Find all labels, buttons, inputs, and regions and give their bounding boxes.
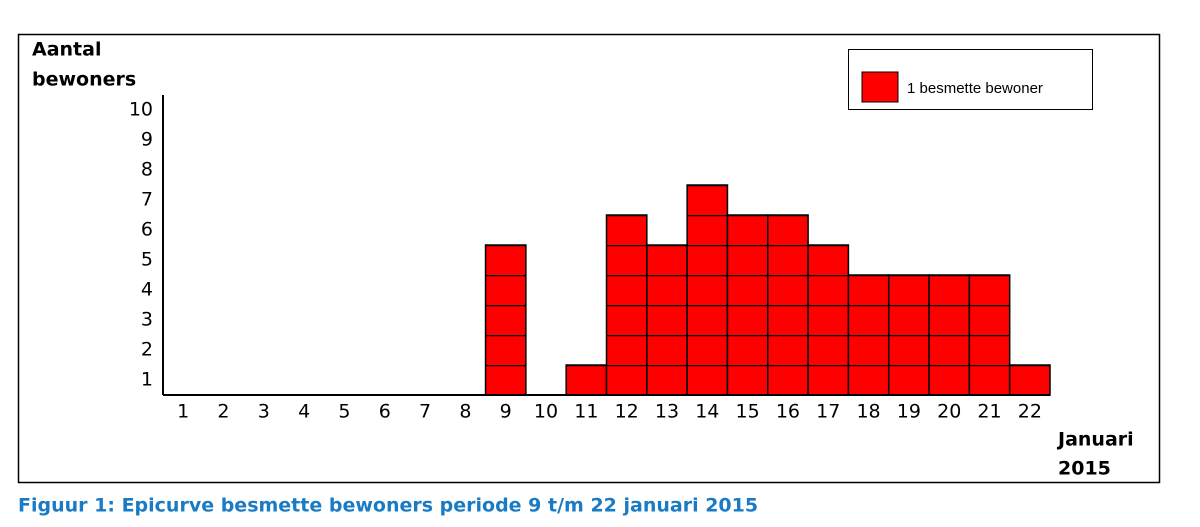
legend-swatch <box>861 71 899 103</box>
x-axis-label: 2015 <box>1058 458 1111 480</box>
y-tick-label: 9 <box>141 129 153 151</box>
x-tick-label: 11 <box>574 401 598 423</box>
x-tick-label: 5 <box>338 401 350 423</box>
bar <box>646 244 688 396</box>
chart-title: Figuur 1: Epicurve besmette bewoners per… <box>18 495 758 517</box>
x-tick-label: 21 <box>977 401 1001 423</box>
bar <box>565 364 608 396</box>
x-tick-label: 4 <box>298 401 310 423</box>
y-tick-label: 3 <box>141 309 153 331</box>
x-tick-label: 19 <box>897 401 921 423</box>
x-tick-label: 1 <box>177 401 189 423</box>
x-tick-label: 7 <box>419 401 431 423</box>
x-tick-label: 10 <box>534 401 558 423</box>
legend: 1 besmette bewoner <box>848 49 1093 110</box>
legend-label: 1 besmette bewoner <box>907 80 1043 97</box>
x-tick-label: 14 <box>695 401 719 423</box>
y-axis-label: Aantal <box>32 39 101 61</box>
x-tick-label: 13 <box>655 401 679 423</box>
y-tick-label: 10 <box>129 99 153 121</box>
bar <box>928 274 971 396</box>
bar <box>686 184 729 396</box>
y-tick-label: 7 <box>141 189 153 211</box>
x-tick-label: 12 <box>615 401 639 423</box>
x-tick-label: 3 <box>258 401 270 423</box>
x-tick-label: 22 <box>1018 401 1042 423</box>
bar <box>767 214 809 396</box>
bar <box>1008 364 1051 396</box>
y-tick-label: 2 <box>141 339 153 361</box>
x-tick-label: 15 <box>736 401 760 423</box>
y-tick-label: 6 <box>141 219 153 241</box>
x-tick-label: 8 <box>459 401 471 423</box>
bar <box>807 244 850 396</box>
x-tick-label: 18 <box>856 401 880 423</box>
bar <box>847 274 890 396</box>
bar <box>484 244 527 396</box>
y-tick-label: 5 <box>141 249 153 271</box>
bar <box>968 274 1011 396</box>
x-tick-label: 2 <box>217 401 229 423</box>
x-tick-label: 17 <box>816 401 840 423</box>
y-axis-label: bewoners <box>32 69 136 91</box>
x-tick-label: 6 <box>379 401 391 423</box>
x-tick-label: 9 <box>500 401 512 423</box>
x-axis-label: Januari <box>1056 429 1134 451</box>
y-tick-label: 1 <box>141 369 153 391</box>
bar <box>887 274 930 396</box>
x-tick-label: 16 <box>776 401 800 423</box>
frame <box>17 33 1161 484</box>
bar <box>726 214 769 396</box>
y-tick-label: 4 <box>141 279 153 301</box>
bar <box>605 214 648 396</box>
x-tick-label: 20 <box>937 401 961 423</box>
y-tick-label: 8 <box>141 159 153 181</box>
